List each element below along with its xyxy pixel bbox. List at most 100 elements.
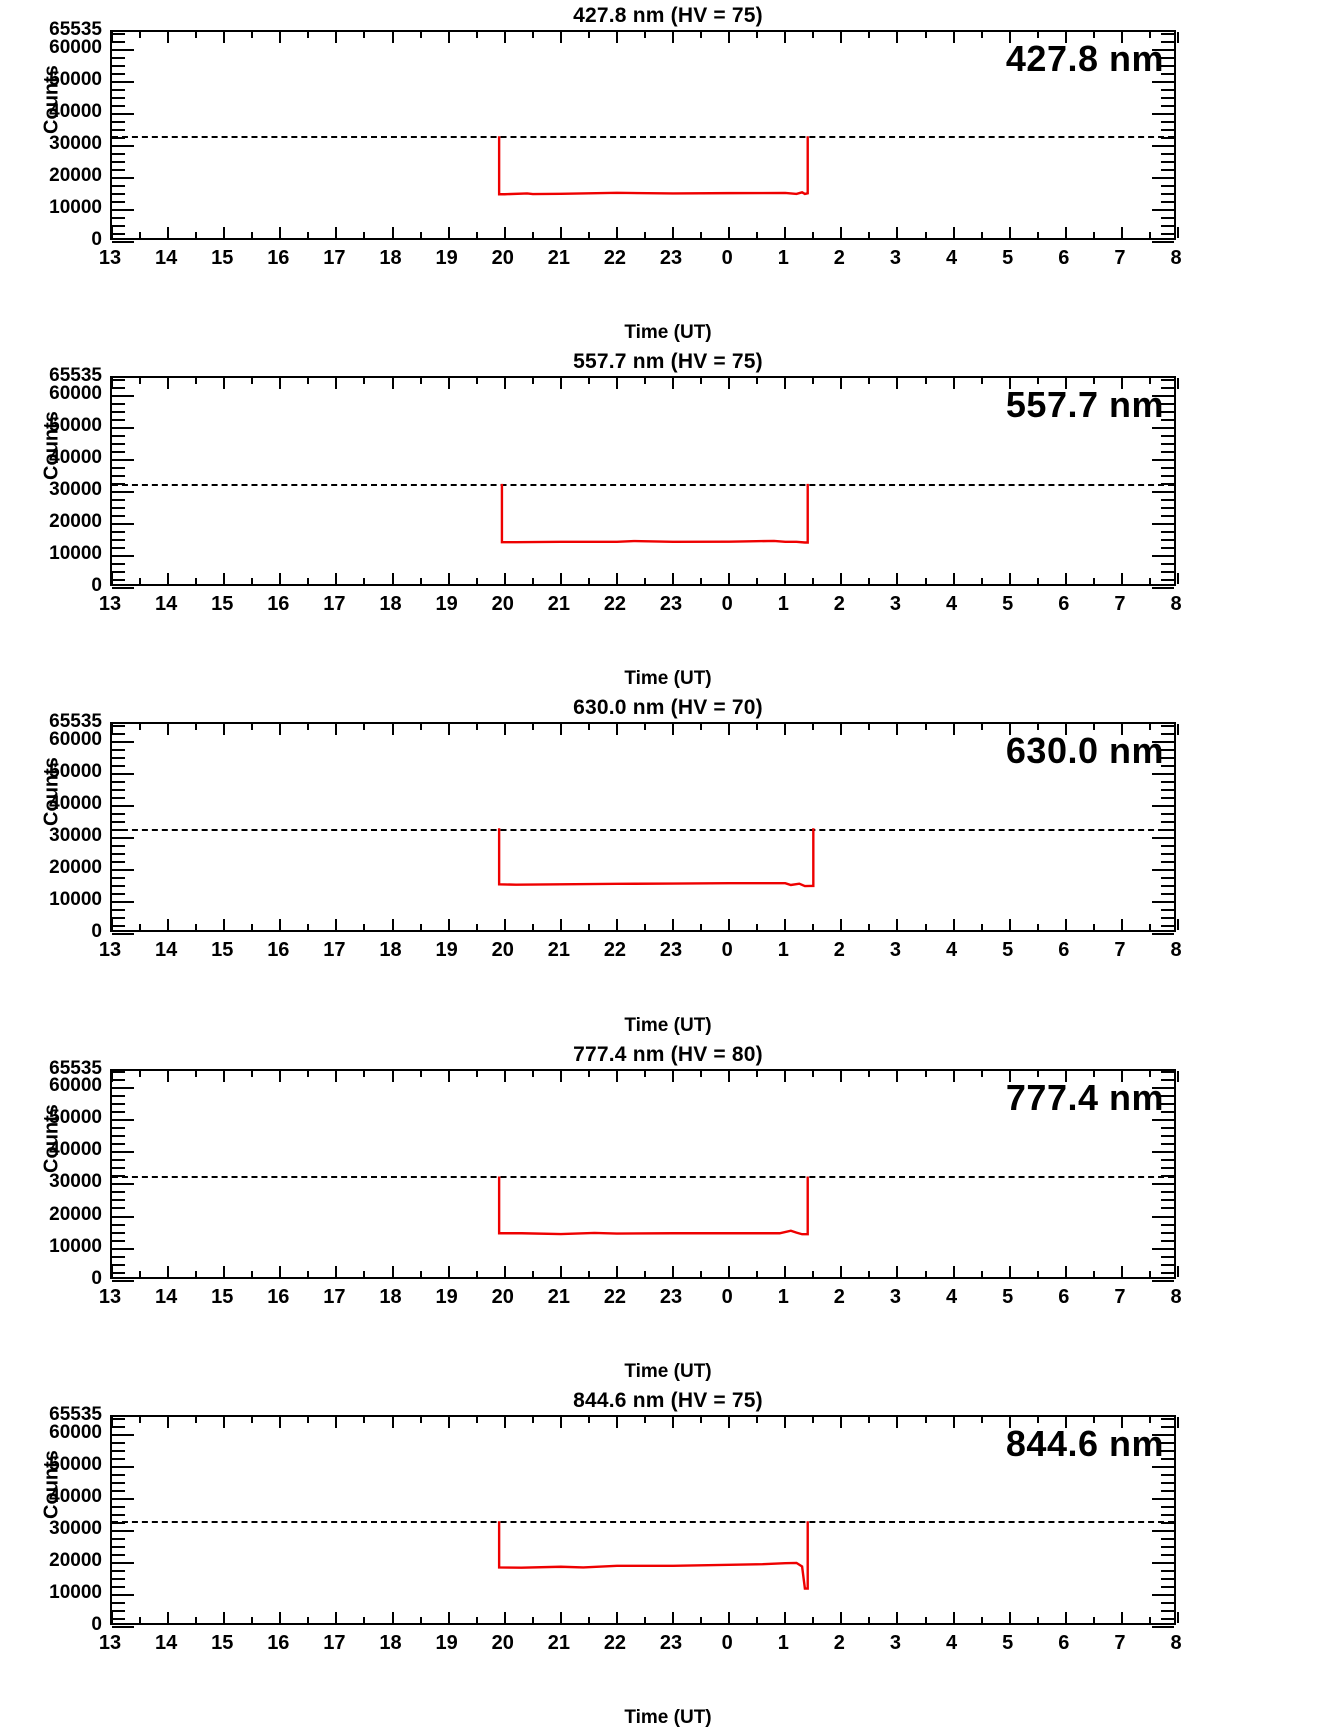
panel-title: 777.4 nm (HV = 80) — [573, 1042, 763, 1066]
x-tick — [447, 919, 450, 931]
y-tick-right — [1161, 1135, 1174, 1138]
x-tick — [391, 573, 394, 585]
x-tick-label: 2 — [833, 593, 845, 616]
x-tick — [167, 1611, 170, 1623]
x-tick-label: 0 — [721, 939, 733, 962]
x-tick — [1120, 919, 1123, 931]
y-tick-label: 20000 — [49, 857, 102, 879]
x-tick — [952, 919, 955, 931]
x-minor-tick-top — [868, 1416, 871, 1423]
y-tick-right — [1161, 861, 1174, 864]
y-tick-label: 40000 — [49, 1485, 102, 1507]
x-tick-label: 18 — [379, 247, 402, 269]
x-tick-top — [784, 1416, 787, 1428]
y-tick — [112, 837, 134, 840]
x-tick-top — [391, 724, 394, 736]
y-tick — [112, 144, 134, 147]
x-tick-top — [111, 1416, 113, 1428]
x-tick-label: 22 — [603, 1285, 627, 1308]
x-tick-label: 19 — [435, 1631, 458, 1654]
x-tick-label: 18 — [379, 1631, 402, 1654]
y-tick — [112, 467, 125, 470]
y-tick-right — [1152, 1465, 1174, 1468]
y-tick — [112, 789, 125, 792]
x-tick — [1120, 573, 1123, 585]
y-tick-right — [1161, 1577, 1174, 1580]
y-tick — [112, 1569, 125, 1572]
y-tick — [112, 885, 125, 888]
x-minor-tick — [868, 1616, 871, 1623]
x-axis-label: Time (UT) — [624, 1706, 712, 1728]
x-tick — [840, 1265, 843, 1277]
y-tick — [112, 555, 134, 558]
x-minor-tick-top — [924, 32, 927, 38]
y-tick-right — [1161, 128, 1174, 131]
x-tick-top — [167, 378, 170, 390]
y-tick-right — [1161, 571, 1174, 574]
y-tick — [112, 1529, 134, 1532]
x-tick — [1064, 1265, 1067, 1277]
x-tick-top — [223, 1416, 226, 1428]
y-tick-label: 40000 — [49, 100, 102, 122]
x-minor-tick-top — [1148, 378, 1151, 385]
y-tick-label: 30000 — [49, 825, 102, 847]
x-tick-label: 3 — [889, 593, 902, 616]
y-tick — [112, 757, 125, 760]
wavelength-annotation: 844.6 nm — [1005, 1422, 1164, 1464]
x-tick — [896, 1611, 899, 1623]
x-tick-top — [1008, 724, 1011, 736]
y-tick-right — [1161, 418, 1174, 421]
x-tick — [167, 919, 170, 931]
x-tick-label: 6 — [1058, 593, 1070, 616]
y-tick — [112, 749, 125, 752]
x-tick — [728, 919, 731, 931]
y-tick-right — [1152, 1183, 1174, 1186]
x-tick-top — [1008, 378, 1011, 390]
x-tick — [279, 227, 282, 238]
x-tick-top — [672, 724, 675, 736]
x-tick-label: 0 — [721, 1285, 733, 1308]
x-minor-tick — [531, 578, 534, 585]
x-tick-label: 20 — [491, 939, 514, 962]
x-tick — [952, 1265, 955, 1277]
x-minor-tick — [644, 1270, 646, 1277]
x-minor-tick-top — [1036, 1070, 1039, 1077]
x-minor-tick — [195, 232, 198, 238]
x-tick-label: 4 — [946, 1631, 958, 1654]
x-tick-top — [896, 724, 899, 736]
y-tick-label: 0 — [91, 921, 102, 943]
y-tick — [112, 797, 125, 800]
x-tick-label: 0 — [721, 593, 733, 616]
x-tick-label: 20 — [491, 247, 514, 269]
x-tick — [279, 1611, 282, 1623]
threshold-line — [112, 484, 1174, 487]
x-tick-label: 13 — [98, 593, 122, 616]
x-tick-top — [728, 724, 731, 736]
x-tick-top — [728, 1070, 731, 1082]
x-tick-top — [840, 724, 843, 736]
y-tick — [112, 1433, 134, 1436]
x-minor-tick — [251, 232, 254, 238]
x-minor-tick-top — [1092, 724, 1095, 731]
x-minor-tick — [195, 924, 198, 931]
y-tick — [112, 232, 125, 235]
y-tick — [112, 491, 134, 494]
y-tick-right — [1161, 539, 1174, 542]
x-minor-tick — [195, 578, 198, 585]
x-tick-top — [615, 378, 618, 390]
y-tick-right — [1161, 733, 1174, 736]
x-minor-tick — [1148, 1616, 1151, 1623]
y-tick-right — [1161, 386, 1174, 389]
x-tick-label: 8 — [1170, 593, 1182, 616]
y-tick — [112, 1127, 125, 1130]
y-tick-label: 30000 — [49, 1171, 102, 1193]
y-tick — [112, 72, 125, 75]
x-tick-label: 1 — [777, 593, 789, 616]
x-minor-tick — [195, 1616, 198, 1623]
y-tick — [112, 483, 125, 486]
x-minor-tick-top — [644, 1416, 646, 1423]
y-tick — [112, 1111, 125, 1114]
x-tick — [784, 227, 787, 238]
x-minor-tick-top — [1148, 1070, 1151, 1077]
y-tick-label: 10000 — [49, 889, 102, 911]
